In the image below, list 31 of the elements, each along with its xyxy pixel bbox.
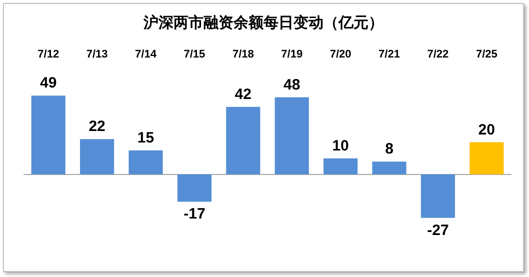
bar bbox=[470, 142, 504, 174]
bar bbox=[128, 150, 163, 174]
data-label: -27 bbox=[427, 222, 449, 239]
bar bbox=[372, 162, 406, 174]
bar bbox=[31, 96, 66, 174]
x-tick-label: 7/13 bbox=[86, 48, 108, 60]
data-label: 8 bbox=[385, 140, 394, 158]
x-tick-label: 7/15 bbox=[184, 48, 206, 60]
bar bbox=[80, 139, 114, 174]
x-tick-label: 7/18 bbox=[232, 48, 254, 60]
x-tick-label: 7/12 bbox=[38, 48, 60, 60]
bar bbox=[324, 158, 358, 174]
x-tick-label: 7/21 bbox=[378, 48, 400, 60]
x-tick-label: 7/22 bbox=[427, 48, 449, 60]
x-tick-label: 7/25 bbox=[476, 48, 498, 60]
x-tick-label: 7/20 bbox=[330, 48, 352, 60]
data-label: 10 bbox=[332, 137, 349, 154]
x-tick-label: 7/14 bbox=[135, 48, 158, 60]
data-label: 20 bbox=[478, 121, 495, 138]
data-label: 15 bbox=[137, 129, 154, 146]
data-label: 49 bbox=[40, 74, 57, 92]
data-label: -17 bbox=[184, 206, 206, 223]
bar bbox=[420, 174, 455, 218]
data-label: 22 bbox=[88, 118, 106, 136]
data-label: 42 bbox=[234, 86, 252, 103]
bar bbox=[226, 106, 260, 174]
chart-title: 沪深两市融资余额每日变动（亿元） bbox=[142, 14, 384, 32]
data-label: 48 bbox=[284, 76, 300, 94]
bar bbox=[274, 97, 309, 174]
bar bbox=[177, 174, 212, 202]
x-tick-label: 7/19 bbox=[281, 48, 303, 60]
